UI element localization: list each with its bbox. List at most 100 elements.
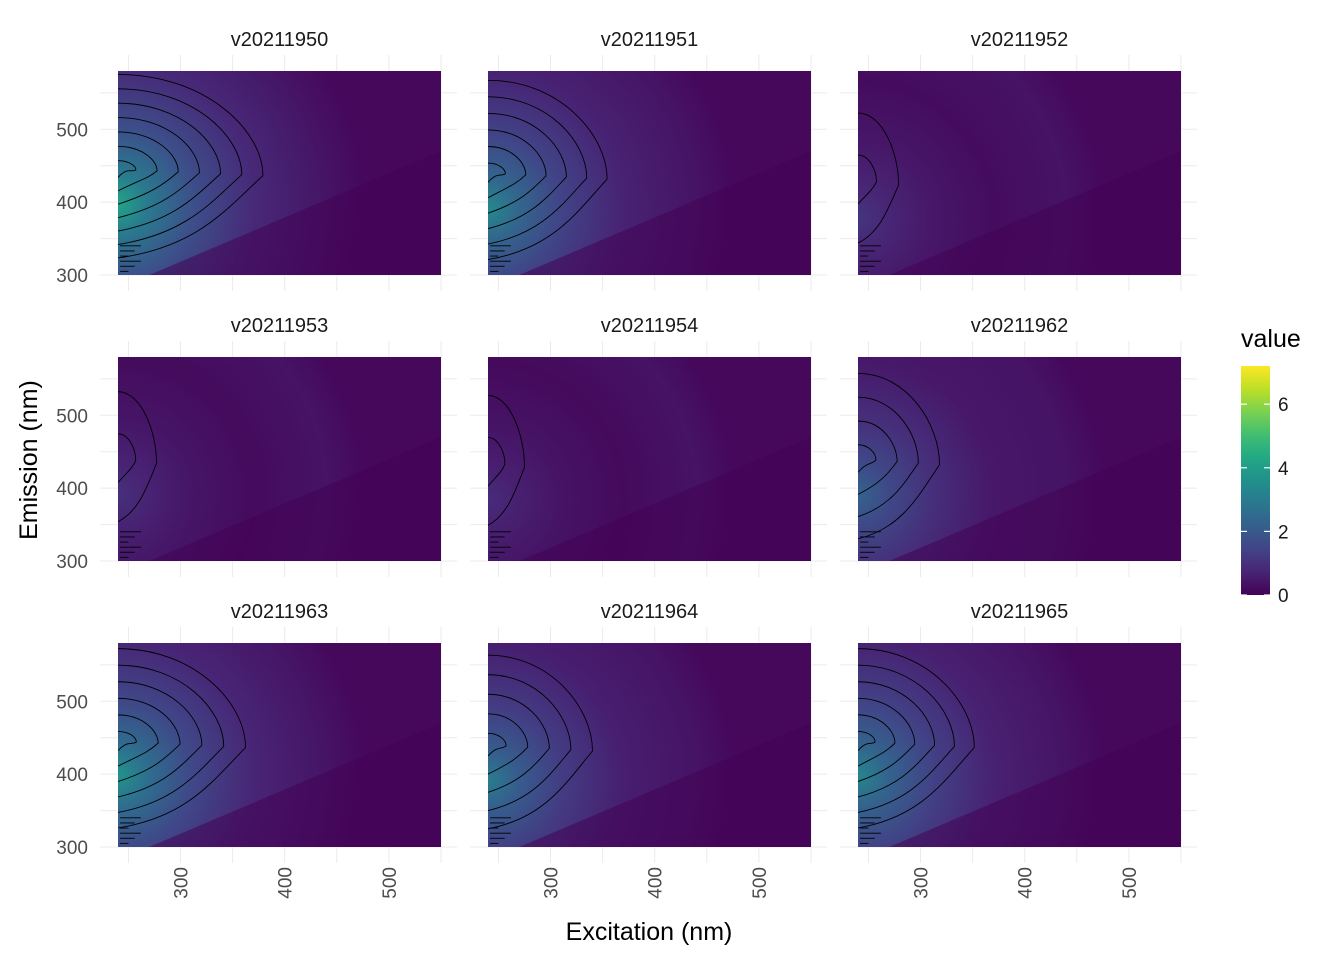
contour-lines <box>858 373 940 558</box>
color-legend: value 0 2 4 6 <box>1241 325 1301 607</box>
legend-colorbar <box>1241 366 1270 595</box>
contour-line <box>488 129 547 214</box>
facet-panel: v20211964 300 400 500 <box>470 601 827 899</box>
scatter-region <box>519 723 811 847</box>
contour-line <box>488 146 527 199</box>
y-tick-label: 300 <box>56 266 88 287</box>
facet-label: v20211965 <box>971 601 1069 623</box>
facet-label: v20211962 <box>971 315 1069 337</box>
contour-line <box>488 96 588 245</box>
facet-label: v20211963 <box>231 601 329 623</box>
x-axis-title: Excitation (nm) <box>566 918 733 946</box>
facet-label: v20211951 <box>601 29 699 51</box>
facet-panel: v20211963 300 400 500 300 400 500 <box>56 601 457 899</box>
x-tick-label: 300 <box>542 867 563 899</box>
y-tick-label: 300 <box>56 838 88 859</box>
scatter-region <box>149 151 441 275</box>
contour-line <box>118 88 243 245</box>
x-tick-label: 400 <box>1016 867 1037 899</box>
legend-title: value <box>1241 325 1301 353</box>
facet-panel: v20211951 <box>470 29 827 291</box>
contour-line <box>488 693 550 793</box>
x-tick-label: 400 <box>276 867 297 899</box>
legend-tick-label: 0 <box>1278 586 1289 607</box>
contour-line <box>858 444 877 473</box>
contour-line <box>118 664 225 813</box>
y-tick-label: 400 <box>56 193 88 214</box>
contour-line <box>488 79 608 260</box>
contour-line <box>858 664 955 813</box>
contour-line <box>858 681 936 798</box>
legend-tick-label: 4 <box>1278 459 1289 480</box>
facet-panel: v20211954 <box>470 315 827 577</box>
x-tick-label: 500 <box>1120 867 1141 899</box>
contour-line <box>488 654 593 830</box>
contour-lines <box>118 391 158 558</box>
contour-line <box>858 697 916 782</box>
y-tick-label: 400 <box>56 479 88 500</box>
contour-line <box>118 433 137 483</box>
facet-label: v20211950 <box>231 29 329 51</box>
scatter-region <box>889 723 1181 847</box>
contour-line <box>488 732 507 757</box>
legend-tick-label: 6 <box>1278 395 1289 416</box>
facet-label: v20211952 <box>971 29 1069 51</box>
facet-label: v20211953 <box>231 315 329 337</box>
facet-label: v20211954 <box>601 315 699 337</box>
contour-lines <box>488 79 608 272</box>
contour-line <box>488 394 525 526</box>
contour-line <box>118 648 247 829</box>
contour-lines <box>118 74 264 272</box>
y-tick-label: 500 <box>56 120 88 141</box>
scatter-region <box>149 723 441 847</box>
contour-lines <box>488 654 593 844</box>
contour-line <box>118 117 200 219</box>
contour-line <box>858 154 877 205</box>
scatter-region <box>889 151 1181 275</box>
contour-line <box>858 648 975 829</box>
contour-line <box>118 160 137 178</box>
contour-line <box>118 681 203 798</box>
facet-panel: v20211950 300 400 500 <box>56 29 457 291</box>
contour-line <box>488 112 567 230</box>
legend-tick-label: 2 <box>1278 522 1289 543</box>
facet-panels: v20211950 300 400 500 v20211951 v20211952 v202… <box>56 29 1197 899</box>
contour-line <box>118 697 181 782</box>
contour-line <box>858 730 876 751</box>
scatter-region <box>889 437 1181 561</box>
contour-line <box>118 714 159 767</box>
contour-line <box>118 131 179 205</box>
y-tick-label: 400 <box>56 765 88 786</box>
x-tick-label: 300 <box>172 867 193 899</box>
facet-panel: v20211952 <box>840 29 1197 291</box>
contour-line <box>118 145 158 192</box>
contour-line <box>118 391 158 523</box>
y-tick-label: 500 <box>56 692 88 713</box>
contour-lines <box>488 394 525 558</box>
facet-panel: v20211953 300 400 500 <box>56 315 457 577</box>
y-tick-label: 300 <box>56 552 88 573</box>
facet-panel: v20211962 <box>840 315 1197 577</box>
scatter-region <box>149 437 441 561</box>
contour-line <box>488 436 506 487</box>
x-tick-label: 300 <box>912 867 933 899</box>
contour-line <box>118 102 222 232</box>
y-tick-label: 500 <box>56 406 88 427</box>
scatter-region <box>519 151 811 275</box>
x-tick-label: 500 <box>750 867 771 899</box>
y-axis-title: Emission (nm) <box>15 380 43 540</box>
contour-line <box>118 74 264 259</box>
x-tick-label: 500 <box>380 867 401 899</box>
contour-line <box>858 420 898 495</box>
contour-line <box>488 674 572 812</box>
contour-lines <box>858 648 975 844</box>
contour-line <box>858 396 919 518</box>
contour-line <box>858 112 900 244</box>
contour-line <box>488 713 529 775</box>
contour-lines <box>118 648 247 844</box>
x-tick-label: 400 <box>646 867 667 899</box>
scatter-region <box>519 437 811 561</box>
contour-line <box>488 162 506 183</box>
